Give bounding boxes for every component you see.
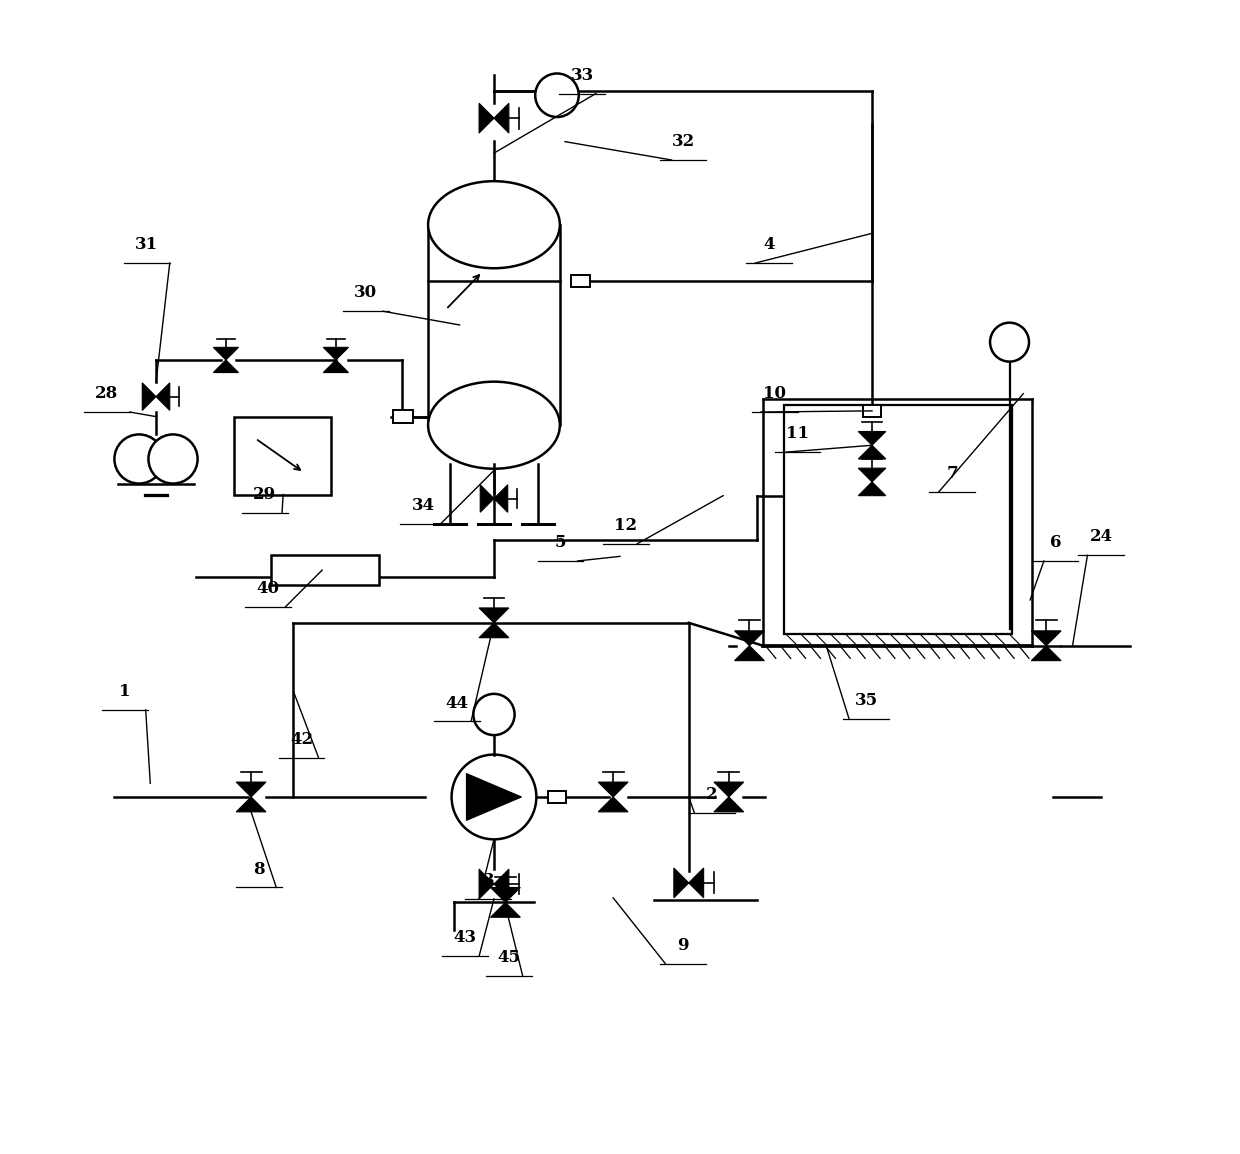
Polygon shape	[156, 383, 170, 411]
Ellipse shape	[428, 382, 559, 469]
Text: 34: 34	[412, 497, 434, 515]
Polygon shape	[480, 485, 494, 512]
Text: 32: 32	[671, 133, 694, 150]
Text: 42: 42	[290, 732, 312, 748]
Polygon shape	[491, 902, 521, 917]
Polygon shape	[673, 868, 688, 898]
Polygon shape	[714, 782, 744, 797]
Text: 35: 35	[854, 692, 878, 710]
Text: 40: 40	[257, 580, 280, 597]
Polygon shape	[688, 868, 703, 898]
Polygon shape	[324, 347, 348, 360]
Polygon shape	[236, 782, 267, 797]
Polygon shape	[479, 608, 508, 623]
Circle shape	[990, 323, 1029, 361]
Text: 33: 33	[570, 67, 594, 84]
Text: 7: 7	[946, 465, 959, 482]
Polygon shape	[479, 623, 508, 638]
Polygon shape	[858, 482, 885, 496]
Polygon shape	[466, 773, 522, 820]
Text: 30: 30	[355, 284, 377, 301]
Bar	[428, 225, 559, 425]
Polygon shape	[1032, 631, 1061, 646]
Text: 45: 45	[497, 949, 521, 966]
Polygon shape	[213, 347, 238, 360]
Polygon shape	[1032, 646, 1061, 660]
Bar	[548, 792, 565, 803]
Circle shape	[114, 434, 164, 484]
Ellipse shape	[428, 181, 559, 268]
Text: 24: 24	[1090, 529, 1112, 546]
Polygon shape	[858, 445, 885, 459]
Polygon shape	[734, 631, 764, 646]
Polygon shape	[494, 485, 507, 512]
Polygon shape	[858, 432, 885, 445]
Polygon shape	[236, 797, 267, 812]
Polygon shape	[494, 869, 508, 899]
Polygon shape	[598, 782, 627, 797]
Polygon shape	[494, 103, 508, 133]
Bar	[234, 417, 331, 495]
Text: 8: 8	[253, 861, 265, 878]
Bar	[784, 405, 1012, 635]
Text: 31: 31	[135, 237, 159, 253]
Text: 4: 4	[763, 237, 775, 253]
Circle shape	[536, 74, 579, 117]
Polygon shape	[734, 646, 764, 660]
Text: 3: 3	[482, 872, 494, 889]
Polygon shape	[491, 887, 521, 902]
Polygon shape	[213, 360, 238, 373]
Text: 6: 6	[1049, 534, 1061, 552]
Polygon shape	[598, 797, 627, 812]
Text: 2: 2	[706, 786, 718, 803]
Text: 10: 10	[763, 385, 786, 403]
Text: 28: 28	[95, 385, 118, 403]
Bar	[572, 275, 590, 287]
Polygon shape	[858, 469, 885, 482]
Text: 5: 5	[554, 534, 567, 552]
Bar	[270, 555, 379, 585]
Polygon shape	[479, 869, 494, 899]
Text: 43: 43	[454, 929, 477, 946]
Circle shape	[149, 434, 197, 484]
Polygon shape	[143, 383, 156, 411]
Text: 1: 1	[119, 683, 131, 700]
Circle shape	[474, 694, 515, 735]
Bar	[863, 405, 882, 418]
Polygon shape	[714, 797, 744, 812]
Text: 9: 9	[677, 937, 688, 954]
Text: 12: 12	[614, 517, 637, 534]
Polygon shape	[324, 360, 348, 373]
Bar	[393, 410, 413, 424]
Text: 11: 11	[786, 426, 808, 442]
Polygon shape	[479, 103, 494, 133]
Circle shape	[451, 755, 537, 839]
Text: 29: 29	[253, 486, 277, 503]
Text: 44: 44	[446, 695, 469, 712]
